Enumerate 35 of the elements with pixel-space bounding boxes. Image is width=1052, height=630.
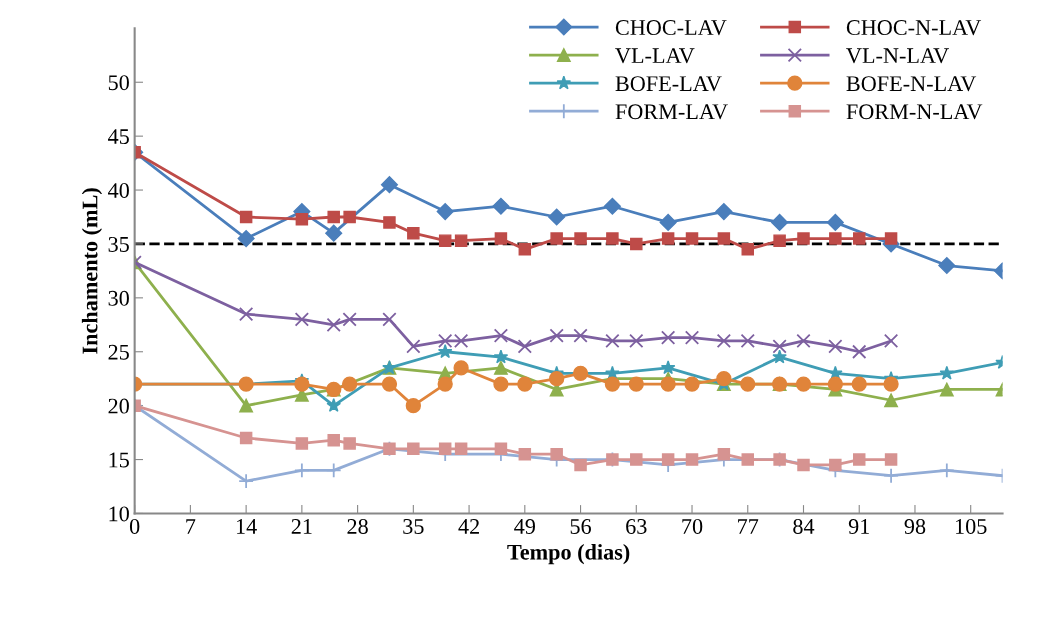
- x-tick-label: 56: [570, 519, 591, 534]
- x-tick-label: 14: [236, 519, 257, 534]
- y-tick-label: 20: [108, 398, 129, 414]
- x-tick-label: 105: [955, 518, 987, 534]
- legend-label: VL-LAV: [615, 48, 695, 64]
- y-tick-label: 35: [108, 236, 129, 252]
- x-tick-label: 0: [129, 518, 140, 534]
- y-tick-label: 50: [108, 75, 129, 91]
- x-tick-label: 28: [347, 518, 368, 534]
- legend-label: CHOC-N-LAV: [846, 20, 982, 36]
- x-tick-label: 49: [514, 519, 536, 534]
- y-tick-label: 30: [108, 290, 129, 306]
- x-tick-label: 70: [682, 518, 703, 534]
- legend-label: VL-N-LAV: [846, 48, 949, 64]
- x-tick-label: 63: [626, 519, 647, 534]
- legend-label: CHOC-LAV: [615, 20, 727, 36]
- x-tick-label: 91: [848, 519, 870, 534]
- legend-label: FORM-LAV: [615, 104, 728, 120]
- x-tick-label: 35: [403, 519, 424, 534]
- y-tick-label: 10: [109, 506, 129, 522]
- legend-label: FORM-N-LAV: [846, 104, 983, 120]
- y-tick-label: 15: [109, 452, 129, 468]
- x-axis-title: Tempo (dias): [507, 544, 630, 565]
- x-tick-label: 98: [904, 518, 926, 534]
- y-tick-label: 40: [108, 182, 129, 198]
- legend-label: BOFE-N-LAV: [846, 76, 977, 92]
- y-tick-label: 45: [108, 129, 129, 145]
- y-tick-label: 25: [108, 344, 129, 360]
- legend-label: BOFE-LAV: [615, 76, 722, 92]
- x-tick-label: 77: [738, 519, 759, 534]
- x-tick-label: 21: [291, 519, 312, 534]
- x-tick-label: 84: [793, 518, 815, 534]
- x-tick-label: 42: [458, 519, 479, 534]
- y-axis-title: Inchamento (mL): [81, 188, 103, 354]
- x-tick-label: 7: [186, 519, 196, 534]
